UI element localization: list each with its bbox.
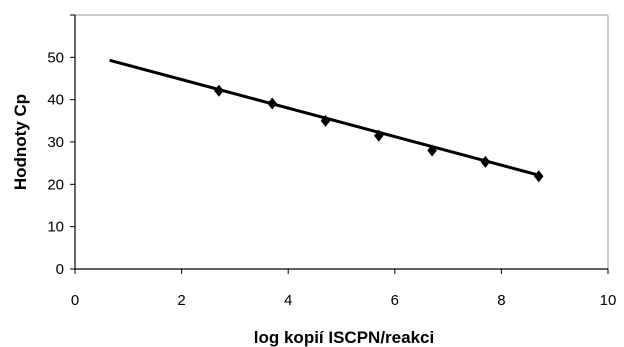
axes	[74, 14, 609, 270]
y-tick-label: 10	[47, 219, 64, 236]
x-tick-label: 8	[497, 292, 505, 309]
data-point	[427, 144, 437, 157]
x-tick-label: 10	[600, 292, 617, 309]
x-tick-label: 2	[177, 292, 185, 309]
data-point	[533, 170, 544, 183]
data-point	[320, 114, 331, 127]
data-point	[267, 97, 278, 110]
data-point	[214, 84, 224, 97]
x-axis-title: log kopií ISCPN/reakci	[254, 328, 434, 347]
y-tick-label: 20	[47, 176, 64, 193]
y-tick-label: 40	[47, 92, 64, 109]
tick-marks	[70, 14, 609, 274]
x-tick-label: 6	[391, 292, 399, 309]
data-point	[374, 129, 384, 142]
x-tick-label: 4	[284, 292, 292, 309]
y-tick-label: 30	[47, 134, 64, 151]
tick-labels: 0 10 20 30 40 50 0 2 4 6 8 10	[47, 49, 616, 309]
y-axis-title: Hodnoty Cp	[11, 94, 30, 190]
y-tick-label: 50	[47, 49, 64, 66]
data-points	[214, 84, 544, 183]
x-tick-label: 0	[71, 292, 79, 309]
data-point	[480, 155, 491, 168]
y-tick-label: 0	[56, 261, 64, 278]
